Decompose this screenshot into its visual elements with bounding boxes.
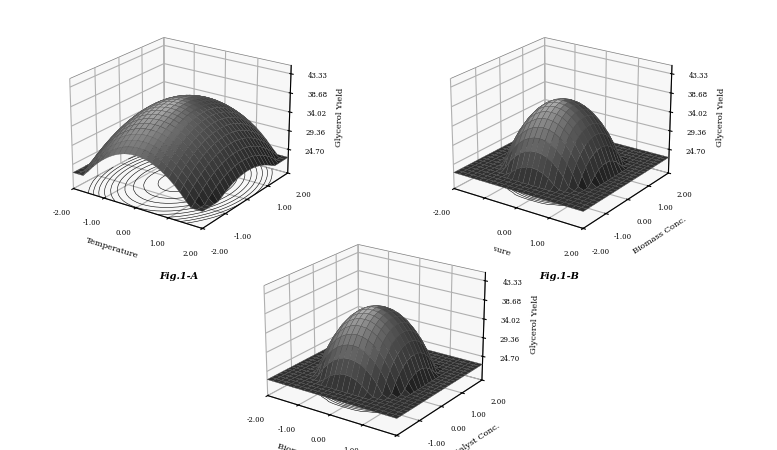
Text: Fig.1-A: Fig.1-A [159,272,198,281]
X-axis label: Biomass Conc.: Biomass Conc. [276,443,337,450]
X-axis label: Pressure: Pressure [474,239,512,258]
X-axis label: Temperature: Temperature [85,237,140,261]
Y-axis label: Pressure: Pressure [261,222,297,249]
Y-axis label: Catalyst Conc.: Catalyst Conc. [445,422,501,450]
Text: Fig.1-B: Fig.1-B [539,272,580,281]
Y-axis label: Biomass Conc.: Biomass Conc. [632,215,688,255]
